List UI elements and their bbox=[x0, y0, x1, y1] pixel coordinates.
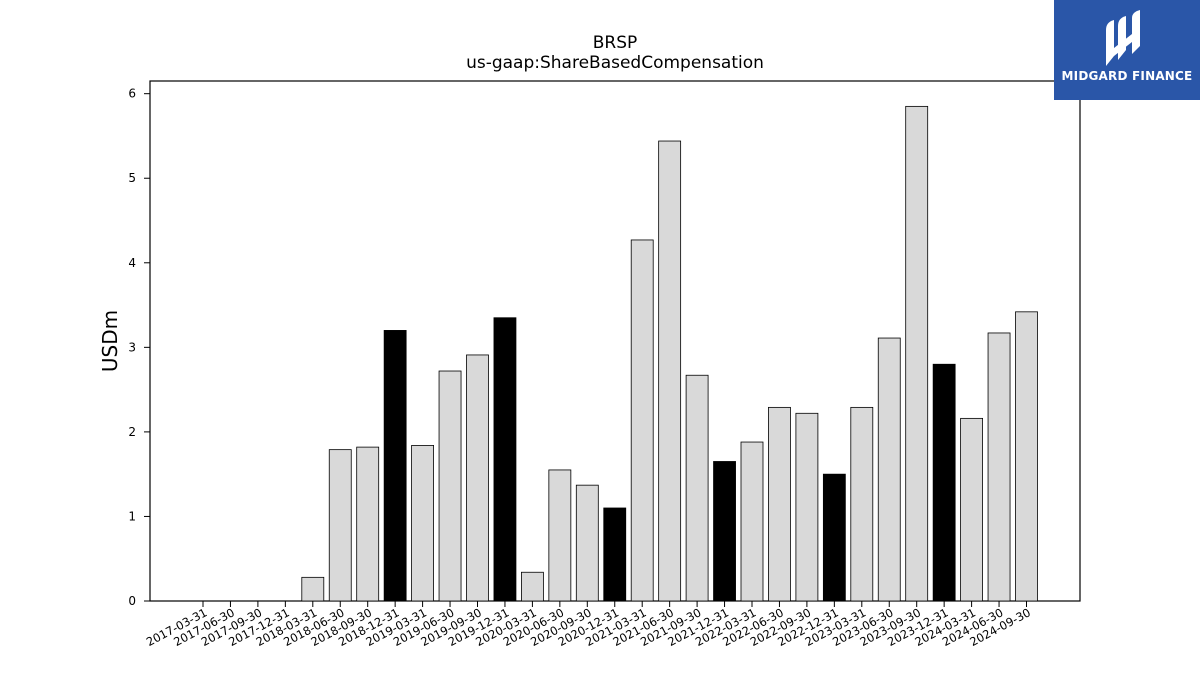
y-axis-label: USDm bbox=[98, 310, 122, 372]
logo: MIDGARD FINANCE bbox=[1054, 0, 1200, 100]
bar-2022-06-30 bbox=[768, 406, 791, 602]
bar-2023-12-31 bbox=[932, 363, 956, 602]
chart-subtitle: us-gaap:ShareBasedCompensation bbox=[466, 53, 764, 73]
bar-2019-12-31 bbox=[493, 317, 517, 602]
bar-2020-09-30 bbox=[575, 484, 599, 602]
y-tick-label: 3 bbox=[128, 340, 136, 354]
bar-2021-03-31 bbox=[630, 239, 654, 602]
bar-2019-03-31 bbox=[411, 445, 435, 602]
y-tick-label: 2 bbox=[128, 425, 136, 439]
bar-2020-12-31 bbox=[603, 507, 627, 602]
bar-2022-09-30 bbox=[795, 412, 819, 602]
y-tick-label: 0 bbox=[128, 594, 136, 608]
bar-2023-06-30 bbox=[877, 337, 901, 602]
chart-title: BRSP bbox=[593, 33, 638, 53]
bar-2023-09-30 bbox=[905, 105, 929, 602]
bar-2019-09-30 bbox=[466, 354, 489, 602]
bar-2020-03-31 bbox=[521, 571, 544, 602]
bar-2021-06-30 bbox=[658, 140, 682, 602]
y-tick-label: 4 bbox=[128, 256, 136, 270]
bar-2024-06-30 bbox=[987, 332, 1011, 602]
bar-2024-03-31 bbox=[960, 417, 983, 602]
logo-mark-icon bbox=[1106, 10, 1140, 66]
bar-2018-06-30 bbox=[328, 449, 352, 602]
bar-2018-12-31 bbox=[383, 330, 407, 602]
bar-2021-09-30 bbox=[685, 374, 709, 602]
bar-2018-09-30 bbox=[356, 446, 380, 602]
logo-text: MIDGARD FINANCE bbox=[1061, 69, 1193, 83]
bar-2022-03-31 bbox=[740, 441, 764, 602]
y-tick-label: 6 bbox=[128, 87, 136, 101]
bar-2018-03-31 bbox=[301, 576, 325, 602]
y-tick-label: 1 bbox=[128, 509, 136, 523]
bar-2020-06-30 bbox=[548, 469, 572, 602]
bar-2021-12-31 bbox=[713, 461, 736, 602]
bar-2019-06-30 bbox=[438, 370, 462, 602]
bar-2024-09-30 bbox=[1015, 311, 1038, 602]
bar-2022-12-31 bbox=[822, 473, 846, 602]
y-tick-label: 5 bbox=[128, 171, 136, 185]
bar-2023-03-31 bbox=[850, 406, 874, 602]
